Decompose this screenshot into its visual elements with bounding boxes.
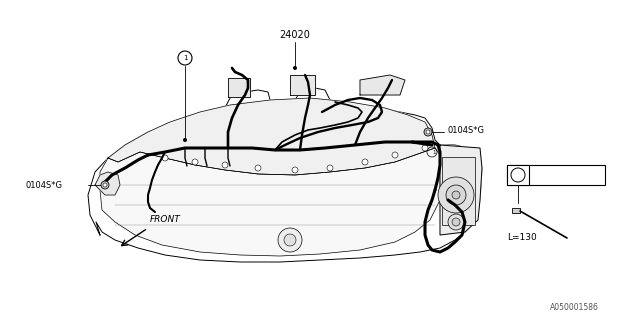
Circle shape [438, 177, 474, 213]
Circle shape [103, 183, 107, 187]
Circle shape [452, 218, 460, 226]
Circle shape [192, 159, 198, 165]
Circle shape [101, 181, 109, 189]
Bar [507, 165, 529, 185]
Polygon shape [440, 145, 482, 235]
Text: L=130: L=130 [507, 233, 537, 242]
Text: 1: 1 [432, 149, 436, 155]
Circle shape [292, 167, 298, 173]
Text: FRONT: FRONT [150, 215, 180, 224]
Circle shape [426, 130, 430, 134]
Text: 0104S*G: 0104S*G [447, 125, 484, 134]
Polygon shape [88, 88, 482, 262]
Circle shape [222, 162, 228, 168]
Text: 24226: 24226 [533, 170, 564, 180]
Bar [512, 208, 520, 213]
Polygon shape [228, 78, 250, 97]
Polygon shape [108, 98, 435, 175]
Circle shape [183, 138, 187, 142]
Text: 1: 1 [516, 172, 520, 178]
Circle shape [424, 128, 432, 136]
Polygon shape [95, 172, 120, 195]
Circle shape [392, 152, 398, 158]
Circle shape [255, 165, 261, 171]
Polygon shape [100, 148, 440, 256]
Bar [442, 157, 475, 225]
Circle shape [422, 145, 428, 151]
Bar [507, 165, 605, 185]
Polygon shape [290, 75, 315, 95]
Circle shape [278, 228, 302, 252]
Circle shape [162, 155, 168, 161]
Circle shape [293, 66, 297, 70]
Circle shape [446, 185, 466, 205]
Circle shape [284, 234, 296, 246]
Text: 24020: 24020 [280, 30, 310, 40]
Circle shape [448, 214, 464, 230]
Text: 1: 1 [183, 55, 188, 61]
Circle shape [327, 165, 333, 171]
Polygon shape [360, 75, 405, 95]
Text: A050001586: A050001586 [550, 303, 599, 312]
Circle shape [452, 191, 460, 199]
Text: 0104S*G: 0104S*G [25, 180, 62, 189]
Circle shape [362, 159, 368, 165]
